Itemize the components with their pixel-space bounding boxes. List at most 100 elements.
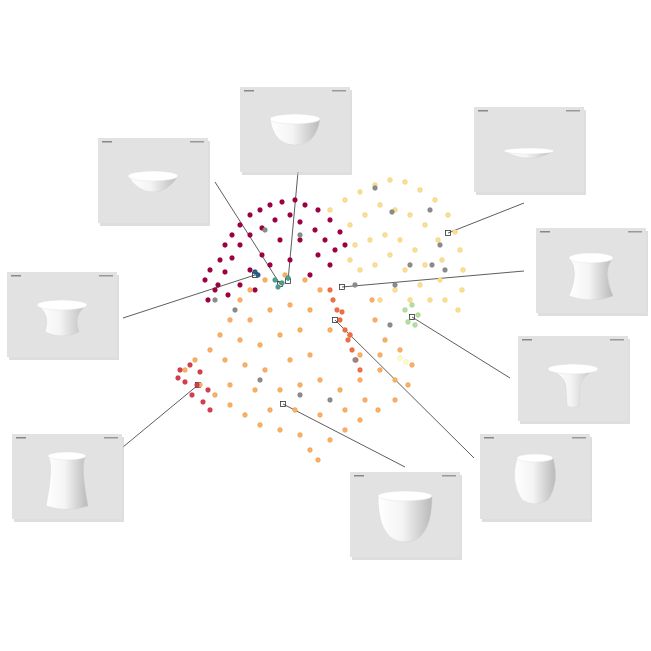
thumbnail-header [244,90,254,92]
thumbnail-header [11,275,21,277]
point [258,343,263,348]
point [350,348,355,353]
point [293,408,298,413]
point [223,358,228,363]
point [268,203,273,208]
thumbnail-header [102,141,112,143]
point [198,370,203,375]
point [308,273,313,278]
point [403,180,408,185]
point [268,263,273,268]
point [248,268,253,273]
point [228,383,233,388]
point [303,278,308,283]
point [203,278,208,283]
point [456,308,461,313]
thumbnail-header [610,339,624,341]
point [458,248,463,253]
point [376,408,381,413]
point [423,263,428,268]
anchor [446,231,451,236]
leader-line [123,275,255,318]
thumbnail-header [628,231,642,233]
point [228,318,233,323]
thumbnail [480,434,592,522]
point [335,308,340,313]
point [313,228,318,233]
shape-rim [378,491,432,501]
point [378,298,383,303]
point [190,393,195,398]
thumbnail-header [484,437,494,439]
thumbnail [474,107,586,195]
point [238,283,243,288]
point [253,288,258,293]
point [286,276,291,281]
thumbnail-panel [518,336,628,421]
point [348,223,353,228]
point [226,293,231,298]
point [216,283,221,288]
leader-line [288,172,298,281]
point [183,368,188,373]
point [428,298,433,303]
point [328,328,333,333]
shape [569,253,613,300]
point [303,203,308,208]
shape-rim [128,171,178,181]
thumbnail-panel [474,107,584,192]
point [323,238,328,243]
point [398,356,403,361]
point [410,303,415,308]
point [393,378,398,383]
point [248,318,253,323]
point [318,413,323,418]
point [423,223,428,228]
point [460,288,465,293]
point [263,228,268,233]
shape [46,452,88,510]
thumbnail-header [478,110,488,112]
thumbnail [518,336,630,424]
point [378,353,383,358]
point [328,438,333,443]
thumbnail-header [354,475,364,477]
point [268,308,273,313]
shape [378,491,432,542]
point [230,233,235,238]
thumbnail [350,472,462,560]
point [338,318,343,323]
point [358,268,363,273]
point [373,186,378,191]
point [390,210,395,215]
point [404,360,409,365]
point [195,383,200,388]
point [343,198,348,203]
shape-rim [48,452,86,460]
shape [548,364,598,408]
anchor [281,402,286,407]
point [388,178,393,183]
point [328,263,333,268]
point [418,283,423,288]
point [403,268,408,273]
point [436,238,441,243]
point [388,323,393,328]
point [268,408,273,413]
point [373,263,378,268]
chart [0,0,651,651]
point [243,413,248,418]
thumbnail-header [99,275,113,277]
point [273,278,278,283]
point [406,383,411,388]
point [328,208,333,213]
point [298,238,303,243]
shape-rim [517,454,553,462]
point [288,258,293,263]
thumbnail-header [104,437,118,439]
shape-rim [504,148,554,154]
point [208,408,213,413]
point [408,298,413,303]
point [248,233,253,238]
thumbnails [7,87,648,560]
